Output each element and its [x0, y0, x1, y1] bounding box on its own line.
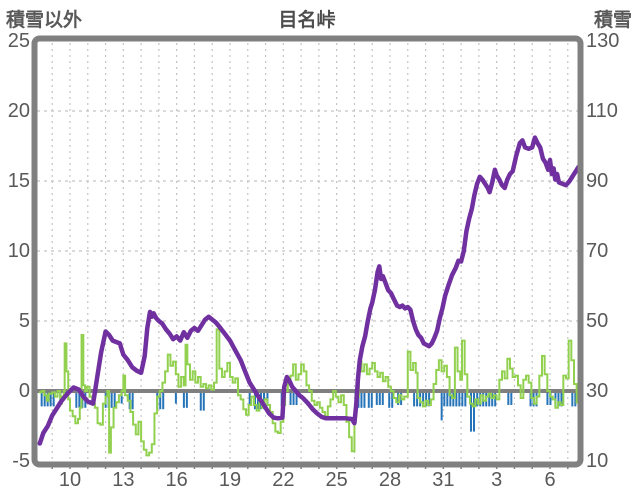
x-axis-tick-label: 13 — [112, 469, 135, 491]
right-axis-tick-label: 30 — [586, 380, 609, 402]
left-axis-tick-label: -5 — [12, 450, 30, 472]
left-axis-tick-label: 20 — [7, 100, 30, 122]
x-axis-tick-label: 31 — [432, 469, 455, 491]
x-axis-tick-label: 28 — [378, 469, 402, 491]
right-axis-tick-label: 110 — [586, 100, 618, 122]
x-axis-tick-label: 10 — [58, 469, 82, 491]
right-axis-tick-label: 70 — [586, 240, 609, 262]
left-axis-title: 積雪以外 — [6, 10, 83, 31]
x-axis-tick-label: 19 — [218, 469, 242, 491]
left-axis-tick-label: 0 — [18, 380, 30, 402]
left-axis-tick-label: 25 — [7, 30, 30, 52]
right-axis-tick-label: 90 — [586, 170, 609, 192]
left-axis-tick-label: 10 — [7, 240, 30, 262]
right-axis-title: 積雪 — [593, 10, 632, 31]
right-axis-tick-label: 50 — [586, 310, 609, 332]
left-axis-tick-label: 5 — [18, 310, 30, 332]
x-axis-tick-label: 16 — [165, 469, 188, 491]
x-axis-tick-label: 25 — [325, 469, 348, 491]
chart-title: 目名峠 — [278, 10, 336, 31]
x-axis-tick-label: 22 — [272, 469, 295, 491]
x-axis-tick-label: 6 — [544, 469, 556, 491]
x-axis-tick-label: 3 — [491, 469, 503, 491]
right-axis-tick-label: 10 — [586, 450, 609, 472]
right-axis-tick-label: 130 — [586, 30, 620, 52]
left-axis-tick-label: 15 — [7, 170, 30, 192]
